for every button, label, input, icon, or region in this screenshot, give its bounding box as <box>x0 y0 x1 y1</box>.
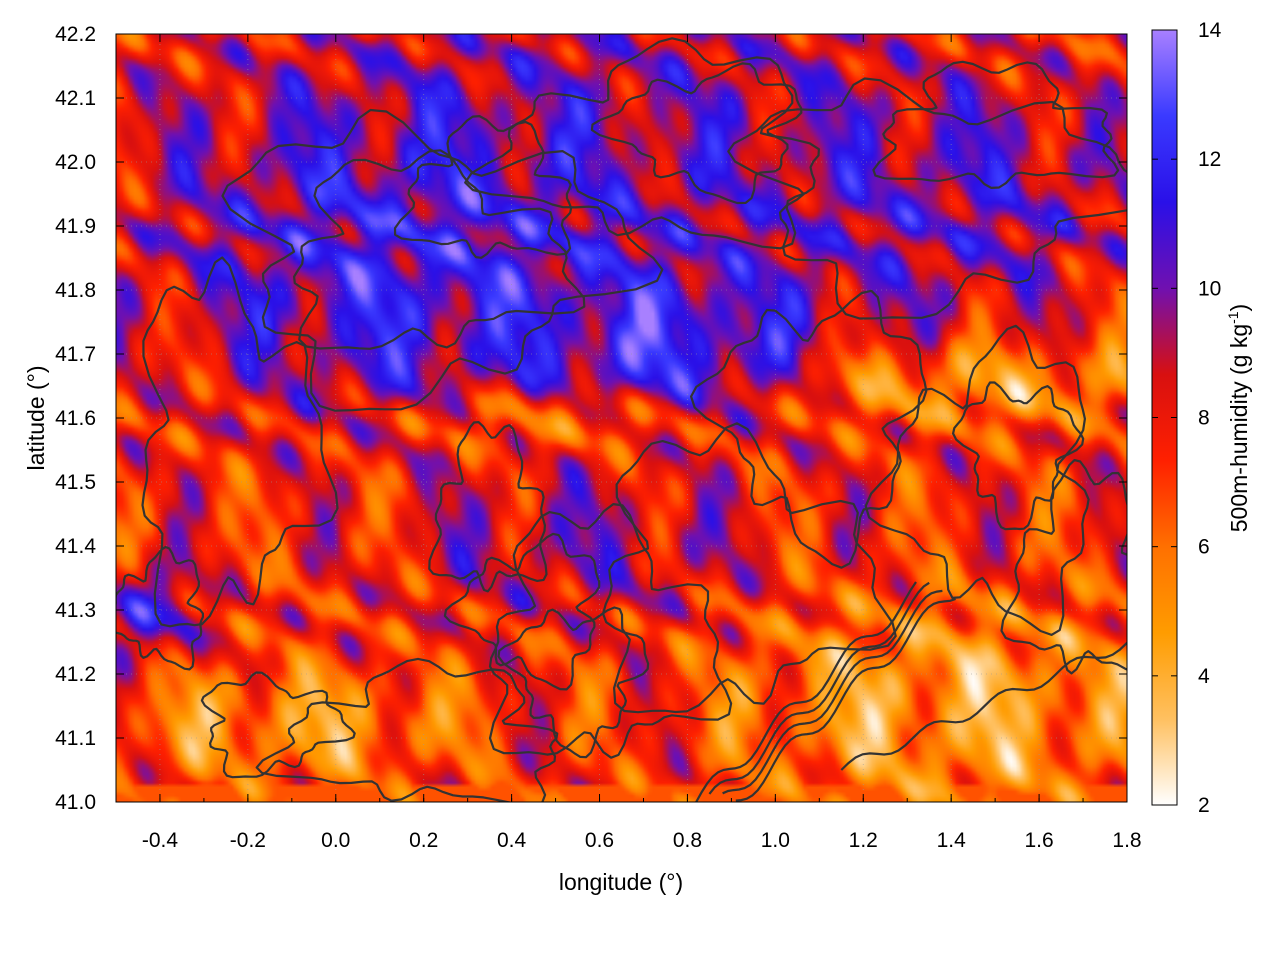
colorbar-tick-label: 14 <box>1198 19 1222 42</box>
y-tick-label: 41.7 <box>55 343 96 366</box>
colorbar-tick-label: 12 <box>1198 148 1221 171</box>
y-tick-label: 41.1 <box>55 727 96 750</box>
x-tick-label: 1.6 <box>1024 829 1053 852</box>
x-tick-label: 0.6 <box>585 829 614 852</box>
x-tick-label: -0.2 <box>230 829 266 852</box>
contour-line <box>200 671 356 779</box>
coastal-contour-line <box>840 642 1127 771</box>
y-tick-label: 42.0 <box>55 151 96 174</box>
coastal-contour-line <box>722 589 943 795</box>
colorbar-ticks: 2 4 6 8 10 12 14 <box>1152 19 1222 817</box>
x-tick-label: 0.4 <box>497 829 527 852</box>
contour-line <box>1000 459 1127 675</box>
y-tick-label: 41.6 <box>55 407 96 430</box>
x-tick-label: 0.2 <box>409 829 438 852</box>
contour-line <box>116 545 204 671</box>
contour-line <box>393 115 573 259</box>
colorbar-label-main: 500m-humidity (g kg <box>1226 324 1252 532</box>
x-tick-label: 0.8 <box>673 829 702 852</box>
contour-line <box>428 421 548 593</box>
contour-line <box>864 324 1090 636</box>
contour-line <box>872 60 1120 189</box>
y-tick-label: 41.2 <box>55 663 96 686</box>
contour-line <box>488 503 733 759</box>
colorbar-tick-label: 10 <box>1198 277 1221 300</box>
y-tick-label: 42.1 <box>55 87 96 110</box>
y-axis-label: latitude (°) <box>23 365 49 470</box>
y-tick-label: 42.2 <box>55 23 96 46</box>
colorbar-tick-label: 8 <box>1198 407 1210 430</box>
contour-line <box>727 77 1127 320</box>
colorbar-tick-label: 2 <box>1198 794 1210 817</box>
x-axis: -0.4 -0.2 0.0 0.2 0.4 0.6 0.8 1.0 1.2 1.4 1.6 1.8 <box>115 34 1142 852</box>
contour-line <box>952 381 1085 531</box>
contour-line <box>590 62 803 205</box>
contour-line <box>464 37 820 250</box>
x-tick-label: 1.8 <box>1112 829 1141 852</box>
x-tick-label: 0.0 <box>321 829 350 852</box>
x-tick-label: 1.0 <box>761 829 790 852</box>
coastal-contour-line <box>735 597 956 802</box>
contour-lines <box>116 37 1127 802</box>
coastal-contour-line <box>708 581 930 795</box>
y-tick-label: 41.9 <box>55 215 96 238</box>
contour-line <box>443 532 601 691</box>
x-tick-label: 1.4 <box>937 829 967 852</box>
y-tick-label: 41.4 <box>55 535 96 558</box>
contour-line <box>141 256 339 628</box>
colorbar-label-close: ) <box>1226 304 1252 312</box>
x-axis-label: longitude (°) <box>559 869 683 895</box>
colorbar-label: 500m-humidity (g kg-1) <box>1225 304 1252 532</box>
y-tick-label: 41.5 <box>55 471 96 494</box>
contour-line <box>221 108 664 412</box>
contour-line <box>255 657 559 802</box>
y-axis: 41.0 41.1 41.2 41.3 41.4 41.5 41.6 41.7 41.8 41.9… <box>55 23 1127 814</box>
colorbar-tick-label: 6 <box>1198 536 1210 559</box>
y-tick-label: 41.3 <box>55 599 96 622</box>
y-tick-label: 41.0 <box>55 791 96 814</box>
contour-line <box>497 606 650 759</box>
colorbar-label-sup: -1 <box>1225 311 1241 324</box>
colorbar-tick-label: 4 <box>1198 665 1210 688</box>
coastal-contour-line <box>695 581 917 802</box>
y-tick-label: 41.8 <box>55 279 96 302</box>
contour-line <box>690 289 928 569</box>
contour-line <box>602 422 897 714</box>
x-tick-label: 1.2 <box>849 829 878 852</box>
x-tick-label: -0.4 <box>142 829 179 852</box>
